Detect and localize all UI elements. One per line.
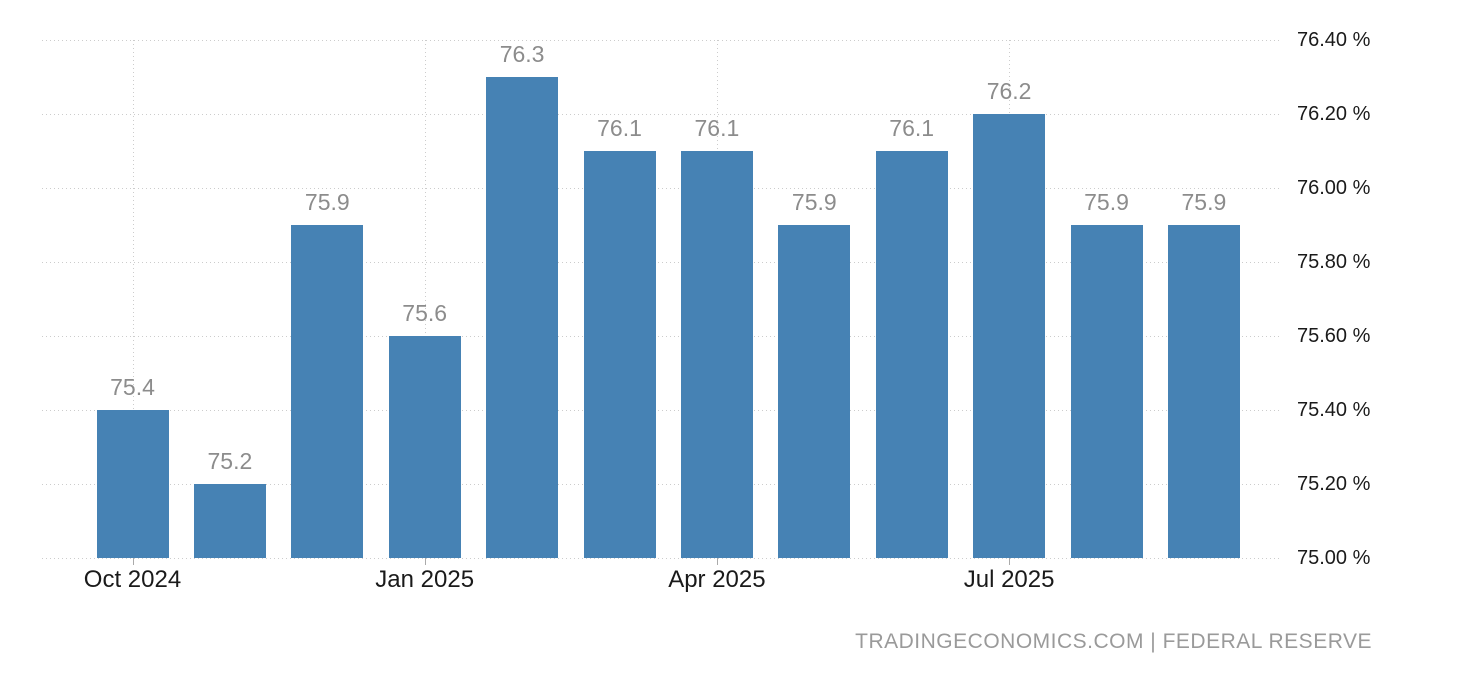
x-axis-tick <box>716 558 718 565</box>
y-gridline <box>42 336 1282 337</box>
y-axis-tick-label: 75.00 % <box>1297 547 1371 569</box>
bar-jul-2025[interactable] <box>973 114 1046 558</box>
y-gridline <box>42 410 1282 411</box>
y-gridline <box>42 188 1282 189</box>
y-axis-tick-label: 75.20 % <box>1297 473 1371 495</box>
y-axis-tick-label: 75.60 % <box>1297 325 1371 347</box>
x-axis-tick-label: Oct 2024 <box>83 566 182 593</box>
bar-dec-2024[interactable] <box>291 225 364 558</box>
bar-value-label: 76.1 <box>889 115 935 141</box>
attribution-text: TRADINGECONOMICS.COM | FEDERAL RESERVE <box>855 630 1372 653</box>
bar-nov-2024[interactable] <box>193 484 266 558</box>
y-axis-tick-label: 75.80 % <box>1297 251 1371 273</box>
bar-jun-2025[interactable] <box>875 151 948 558</box>
x-axis-tick-label: Jan 2025 <box>375 566 475 593</box>
bar-value-label: 75.6 <box>402 300 448 326</box>
bar-value-label: 75.9 <box>1084 189 1129 215</box>
y-gridline <box>42 40 1282 41</box>
x-axis-tick-label: Jul 2025 <box>963 566 1055 593</box>
bar-aug-2025[interactable] <box>1070 225 1143 558</box>
y-axis-tick-label: 75.40 % <box>1297 399 1371 421</box>
bar-value-label: 75.2 <box>207 448 253 474</box>
bar-value-label: 75.9 <box>304 189 350 215</box>
y-gridline <box>42 484 1282 485</box>
x-axis-tick <box>424 558 426 565</box>
y-axis-tick-label: 76.20 % <box>1297 103 1371 125</box>
x-axis-tick <box>132 558 134 565</box>
bar-sep-2025[interactable] <box>1167 225 1240 558</box>
bar-value-label: 76.1 <box>694 115 740 141</box>
y-axis-tick-label: 76.40 % <box>1297 29 1371 51</box>
x-axis-tick <box>1009 558 1011 565</box>
bar-oct-2024[interactable] <box>96 410 169 558</box>
bar-value-label: 76.3 <box>499 41 545 67</box>
bar-may-2025[interactable] <box>778 225 851 558</box>
bar-feb-2025[interactable] <box>486 77 559 558</box>
bar-value-label: 75.9 <box>1181 189 1227 215</box>
bar-value-label: 75.4 <box>110 374 155 400</box>
bar-jan-2025[interactable] <box>388 336 461 558</box>
x-axis-tick-label: Apr 2025 <box>668 566 766 593</box>
bar-value-label: 76.2 <box>986 78 1032 104</box>
y-gridline <box>42 558 1282 559</box>
bar-value-label: 75.9 <box>791 189 837 215</box>
y-gridline <box>42 262 1282 263</box>
bar-apr-2025[interactable] <box>680 151 753 558</box>
y-axis-tick-label: 76.00 % <box>1297 177 1371 199</box>
x-gridline <box>424 40 426 558</box>
bar-value-label: 76.1 <box>597 115 642 141</box>
y-gridline <box>42 114 1282 115</box>
x-gridline <box>132 40 134 558</box>
bar-mar-2025[interactable] <box>583 151 656 558</box>
